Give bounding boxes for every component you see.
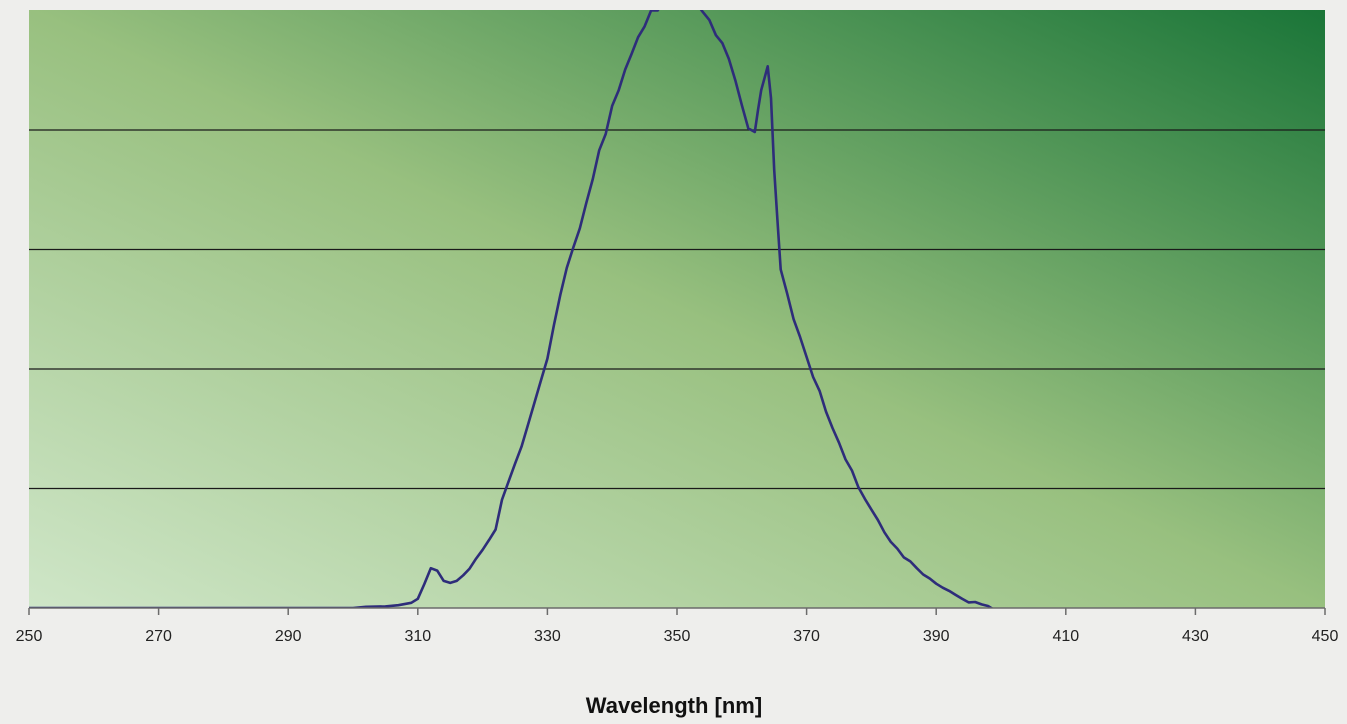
x-tick-label-430: 430 [1182, 628, 1209, 645]
x-tick-label-270: 270 [145, 628, 172, 645]
x-tick-label-370: 370 [793, 628, 820, 645]
x-tick-label-350: 350 [664, 628, 691, 645]
x-tick-label-310: 310 [404, 628, 431, 645]
x-tick-label-450: 450 [1312, 628, 1339, 645]
gridlines [29, 129, 1325, 490]
x-tick-label-410: 410 [1052, 628, 1079, 645]
plot-background [29, 10, 1325, 608]
x-tick-label-390: 390 [923, 628, 950, 645]
x-axis-label: Wavelength [nm] [586, 693, 762, 718]
x-axis: 250 270 290 310 330 350 370 390 410 430 450 [16, 607, 1339, 645]
x-tick-label-250: 250 [16, 628, 43, 645]
x-tick-label-330: 330 [534, 628, 561, 645]
series-line-0 [29, 10, 994, 608]
series-layer [29, 10, 994, 608]
x-tick-label-290: 290 [275, 628, 302, 645]
